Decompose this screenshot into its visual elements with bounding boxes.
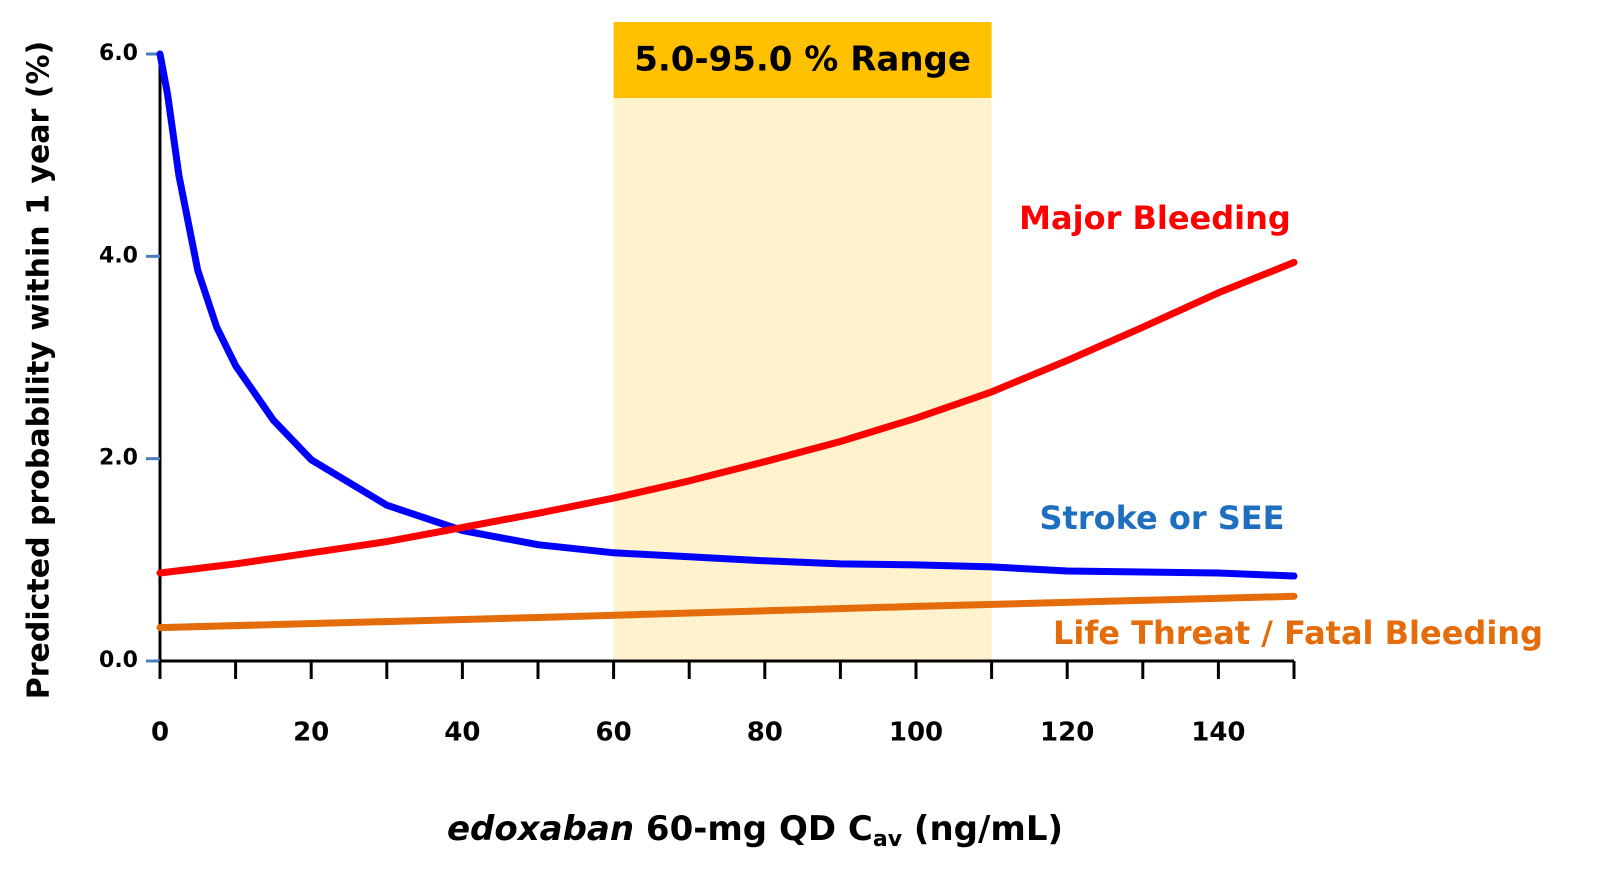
x-tick-label: 0 [151,718,169,748]
y-tick-label: 0.0 [99,648,138,673]
x-axis-label: edoxaban 60-mg QD Cav (ng/mL) [447,809,1063,853]
range-label-box [613,22,992,98]
series-line [156,592,1298,632]
x-tick-label: 100 [889,718,943,748]
series-label: Stroke or SEE [1039,499,1284,537]
series-line [156,50,1298,580]
series-label: Major Bleeding [1019,199,1291,237]
x-tick-label: 40 [444,718,480,748]
x-axis-label-part: edoxaban [447,809,634,849]
y-axis-label: Predicted probability within 1 year (%) [22,41,57,700]
x-tick-label: 20 [293,718,329,748]
x-tick-label: 140 [1191,718,1245,748]
y-tick-label: 6.0 [99,41,138,66]
x-tick-label: 60 [596,718,632,748]
range-label: 5.0-95.0 % Range [634,40,971,80]
x-tick-label: 120 [1040,718,1094,748]
y-tick-label: 2.0 [99,446,138,471]
series-line [156,258,1298,577]
x-tick-label: 80 [747,718,783,748]
x-axis-label-part: av [873,827,903,852]
x-axis-label-part: (ng/mL) [902,809,1063,849]
y-tick-label: 4.0 [99,243,138,268]
series-label: Life Threat / Fatal Bleeding [1053,614,1543,652]
x-axis-label-part: 60-mg QD C [634,809,873,849]
